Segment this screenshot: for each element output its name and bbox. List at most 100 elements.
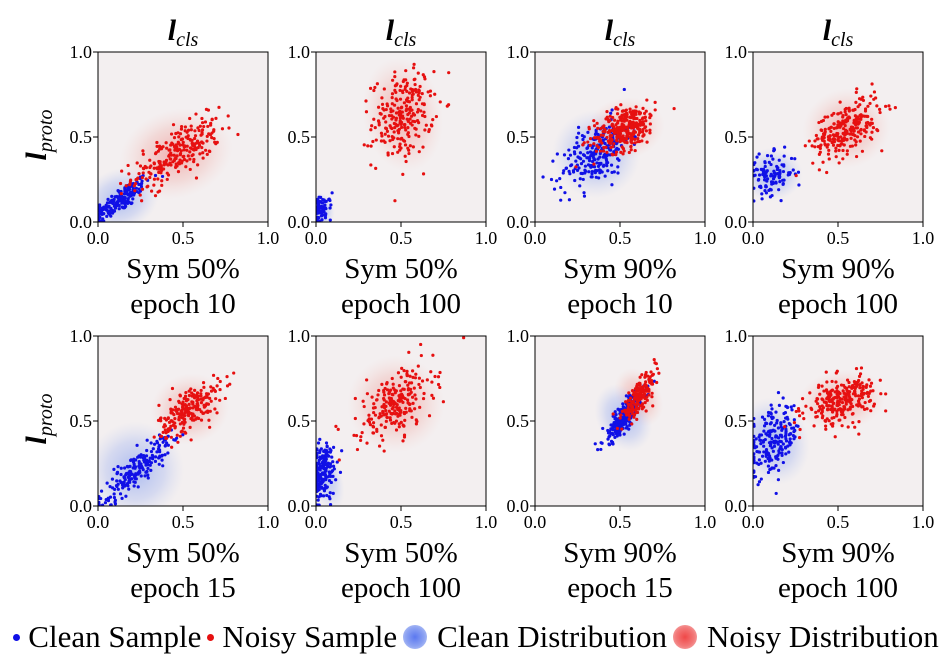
clean-point	[117, 203, 121, 208]
noisy-point	[394, 411, 399, 415]
clean-point	[568, 153, 573, 157]
noisy-point	[186, 408, 190, 412]
noisy-point	[859, 128, 863, 132]
clean-point	[788, 171, 792, 175]
noisy-point	[640, 402, 645, 406]
noisy-point	[190, 141, 194, 145]
noisy-point	[874, 96, 878, 100]
clean-point	[797, 183, 801, 187]
clean-point	[575, 168, 580, 172]
clean-point	[581, 159, 586, 163]
clean-point	[753, 422, 756, 427]
clean-point	[118, 492, 123, 496]
noisy-point	[193, 142, 197, 146]
noisy-point	[389, 411, 393, 416]
clean-point	[761, 440, 765, 444]
noisy-point	[206, 124, 210, 129]
noisy-point	[392, 136, 396, 140]
noisy-point	[188, 425, 192, 429]
noisy-point	[403, 143, 408, 147]
noisy-point	[845, 388, 849, 393]
clean-point	[610, 170, 614, 175]
noisy-point	[166, 416, 170, 420]
noisy-point	[419, 342, 423, 347]
noisy-point	[823, 143, 828, 147]
noisy-point	[648, 128, 652, 132]
noisy-point	[352, 433, 356, 437]
noisy-point	[185, 130, 189, 134]
noisy-point	[861, 405, 865, 409]
clean-point	[318, 475, 322, 479]
panel-caption-line1-3: Sym 90%	[781, 253, 895, 285]
noisy-point	[364, 99, 368, 103]
noisy-point	[462, 336, 466, 340]
noisy-point	[872, 404, 876, 408]
noisy-point	[430, 380, 434, 384]
noisy-point	[382, 449, 386, 453]
noisy-point	[208, 425, 212, 429]
clean-point	[322, 198, 326, 202]
clean-point	[555, 179, 559, 183]
noisy-point	[417, 150, 421, 154]
noisy-point	[181, 140, 185, 145]
clean-point	[139, 183, 143, 187]
noisy-point	[812, 424, 816, 428]
clean-point	[769, 403, 773, 407]
clean-point	[764, 184, 768, 188]
noisy-point	[368, 86, 373, 90]
noisy-point	[608, 114, 612, 118]
noisy-point	[601, 133, 605, 137]
noisy-point	[178, 153, 182, 157]
panel-frame-0	[97, 51, 269, 223]
noisy-point	[184, 399, 189, 403]
noisy-point	[828, 394, 832, 399]
noisy-point	[825, 145, 829, 149]
clean-point	[319, 209, 324, 214]
legend-clean-sample-label: Clean Sample	[28, 619, 202, 654]
noisy-point	[818, 146, 822, 150]
noisy-point	[368, 422, 372, 427]
noisy-point	[407, 151, 411, 156]
noisy-point	[406, 119, 410, 123]
noisy-point	[161, 430, 165, 434]
clean-point	[622, 432, 626, 436]
noisy-point	[854, 366, 859, 371]
noisy-point	[185, 159, 189, 163]
clean-point	[128, 191, 132, 195]
noisy-point	[432, 70, 436, 74]
noisy-point	[373, 405, 377, 410]
noisy-point	[410, 395, 415, 399]
noisy-point	[398, 112, 403, 116]
y-tick-label-7-0: 0.0	[725, 496, 748, 516]
clean-point	[764, 448, 769, 452]
clean-point	[775, 421, 779, 425]
noisy-point	[645, 398, 649, 402]
noisy-point	[818, 144, 822, 148]
clean-point	[115, 484, 119, 489]
clean-point	[753, 452, 756, 456]
clean-point	[567, 148, 571, 152]
noisy-point	[411, 66, 416, 70]
clean-point	[582, 191, 586, 195]
clean-point	[149, 461, 154, 465]
noisy-point	[173, 424, 177, 429]
y-axis-label-1: lproto	[20, 394, 57, 445]
clean-point	[765, 450, 769, 454]
noisy-point	[823, 130, 827, 134]
noisy-point	[199, 388, 203, 393]
noisy-point	[194, 417, 198, 421]
panel-caption-line1-1: Sym 50%	[344, 253, 458, 285]
noisy-point	[396, 150, 400, 154]
clean-point	[327, 495, 331, 499]
clean-point	[774, 491, 778, 496]
noisy-point	[367, 413, 371, 417]
noisy-point	[645, 386, 649, 390]
noisy-point	[619, 125, 623, 129]
clean-point	[597, 176, 601, 180]
noisy-point	[398, 116, 402, 120]
clean-point	[775, 418, 779, 423]
noisy-point	[826, 152, 831, 156]
noisy-point	[826, 143, 830, 147]
clean-point	[317, 462, 322, 466]
